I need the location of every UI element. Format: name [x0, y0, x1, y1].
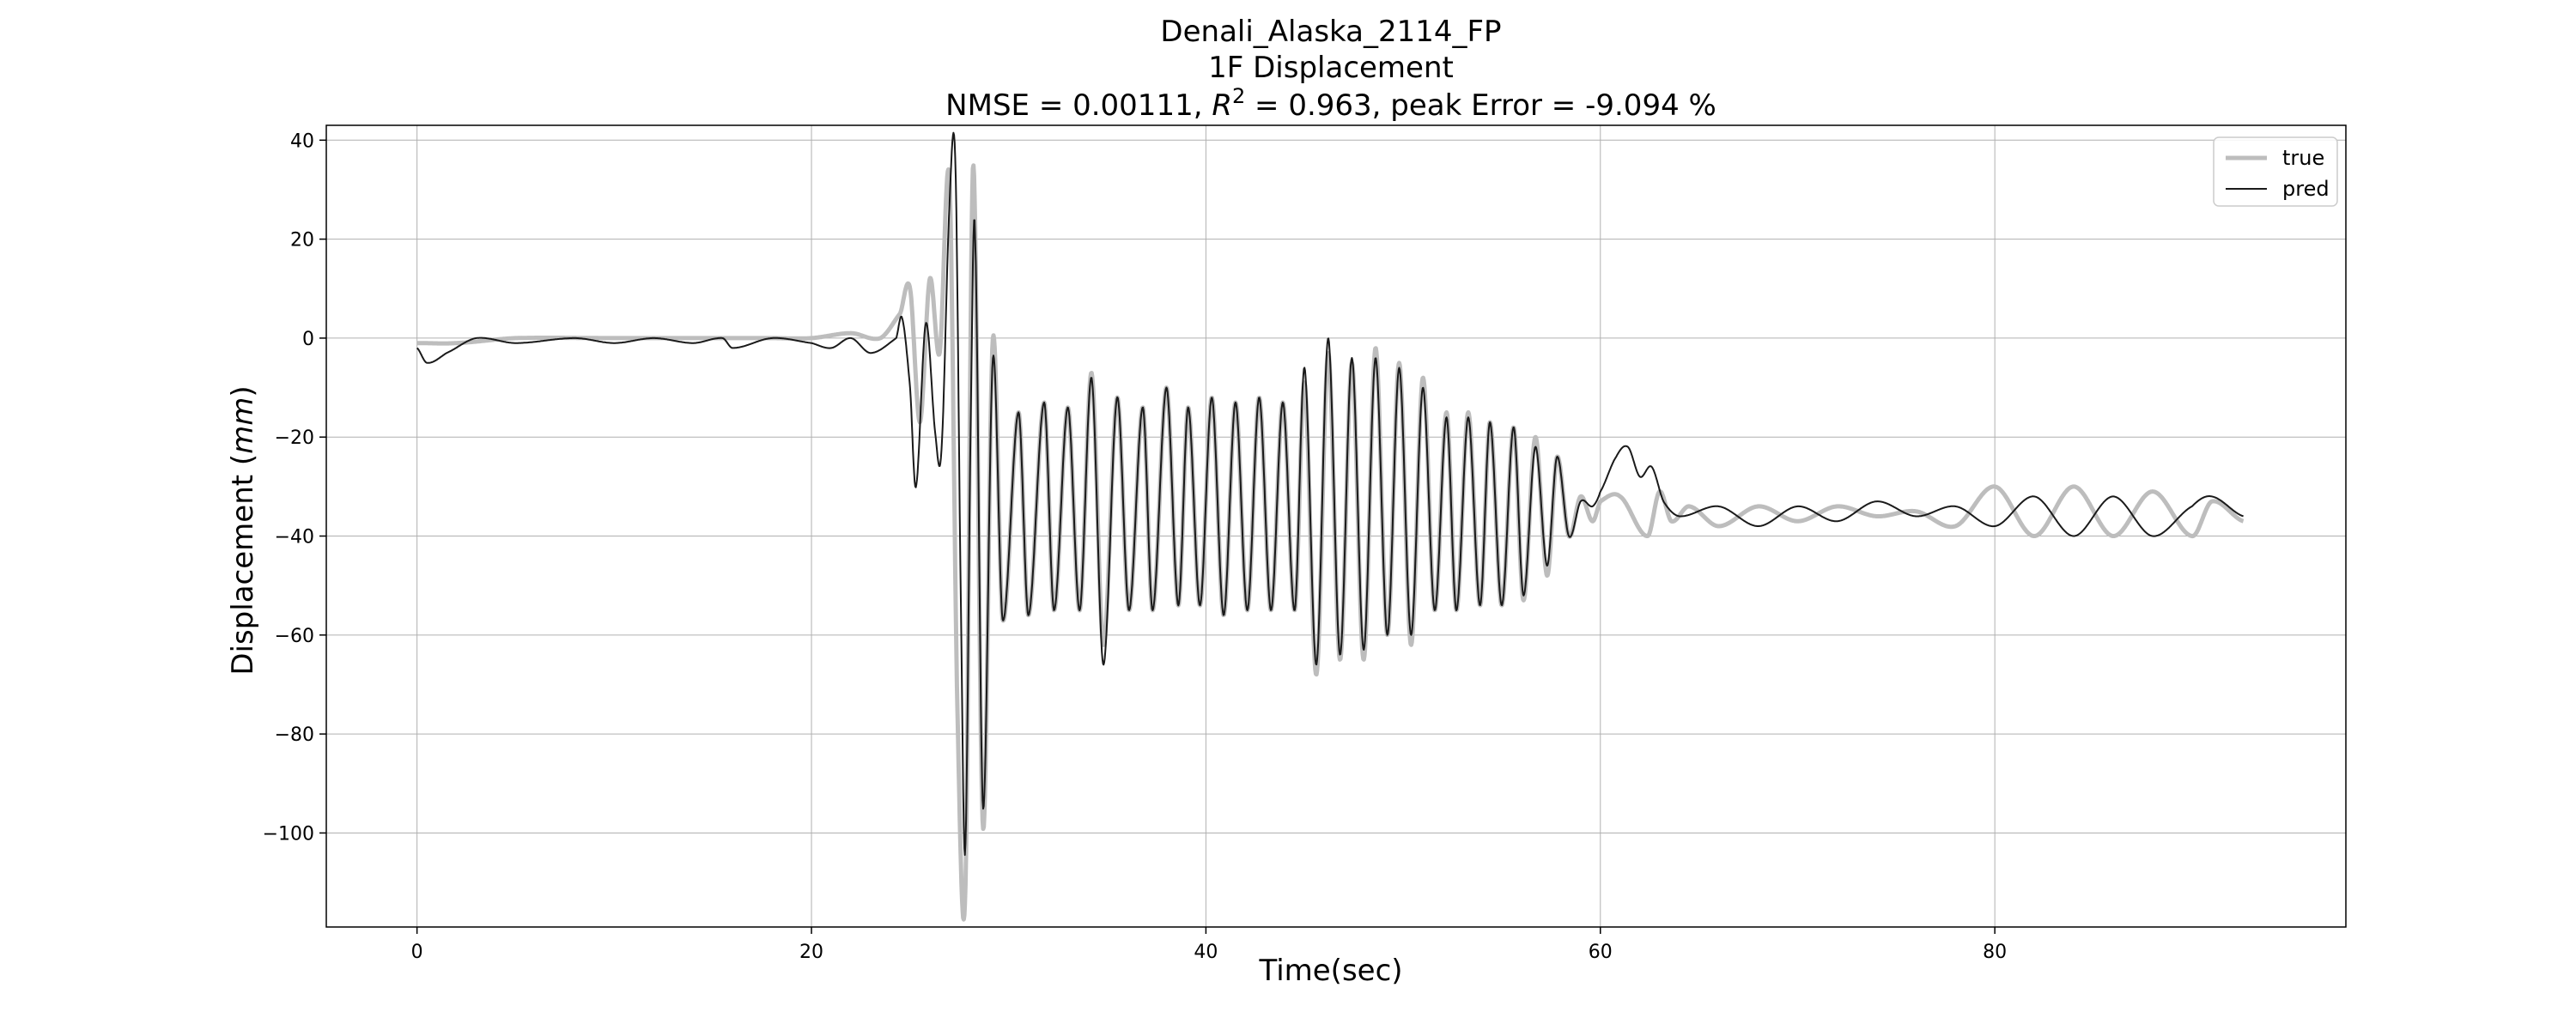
- y-tick-label: 40: [290, 130, 314, 152]
- x-axis-label: Time(sec): [1258, 954, 1402, 988]
- y-tick-label: −40: [275, 527, 314, 548]
- chart-subtitle: 1F Displacement: [1208, 51, 1454, 85]
- y-axis-label: Displacement (mm): [226, 385, 260, 675]
- legend-label-true: true: [2282, 146, 2324, 170]
- x-tick-label: 0: [411, 942, 423, 963]
- series-line-pred: [416, 131, 2244, 857]
- legend-label-pred: pred: [2282, 177, 2330, 201]
- x-tick-label: 60: [1589, 942, 1613, 963]
- series-group: [415, 131, 2245, 922]
- x-tick-label: 40: [1194, 942, 1218, 963]
- series-line-true: [415, 163, 2245, 922]
- chart-metrics: NMSE = 0.00111, R2 = 0.963, peak Error =…: [945, 84, 1716, 123]
- x-tick-label: 80: [1983, 942, 2007, 963]
- legend: true pred: [2213, 136, 2338, 207]
- x-tick-label: 20: [799, 942, 823, 963]
- y-tick-label: 20: [290, 230, 314, 251]
- y-tick-label: −80: [275, 724, 314, 746]
- y-tick-label: −60: [275, 626, 314, 647]
- chart-title: Denali_Alaska_2114_FP: [1160, 15, 1501, 49]
- y-tick-label: 0: [302, 329, 314, 350]
- plot-frame: [325, 124, 2347, 928]
- y-tick-label: −100: [263, 823, 314, 845]
- ticks: 0 20 40 60 80 −100 −80 −60 −40 −20 0 20 40: [263, 130, 2008, 963]
- y-tick-label: −20: [275, 427, 314, 449]
